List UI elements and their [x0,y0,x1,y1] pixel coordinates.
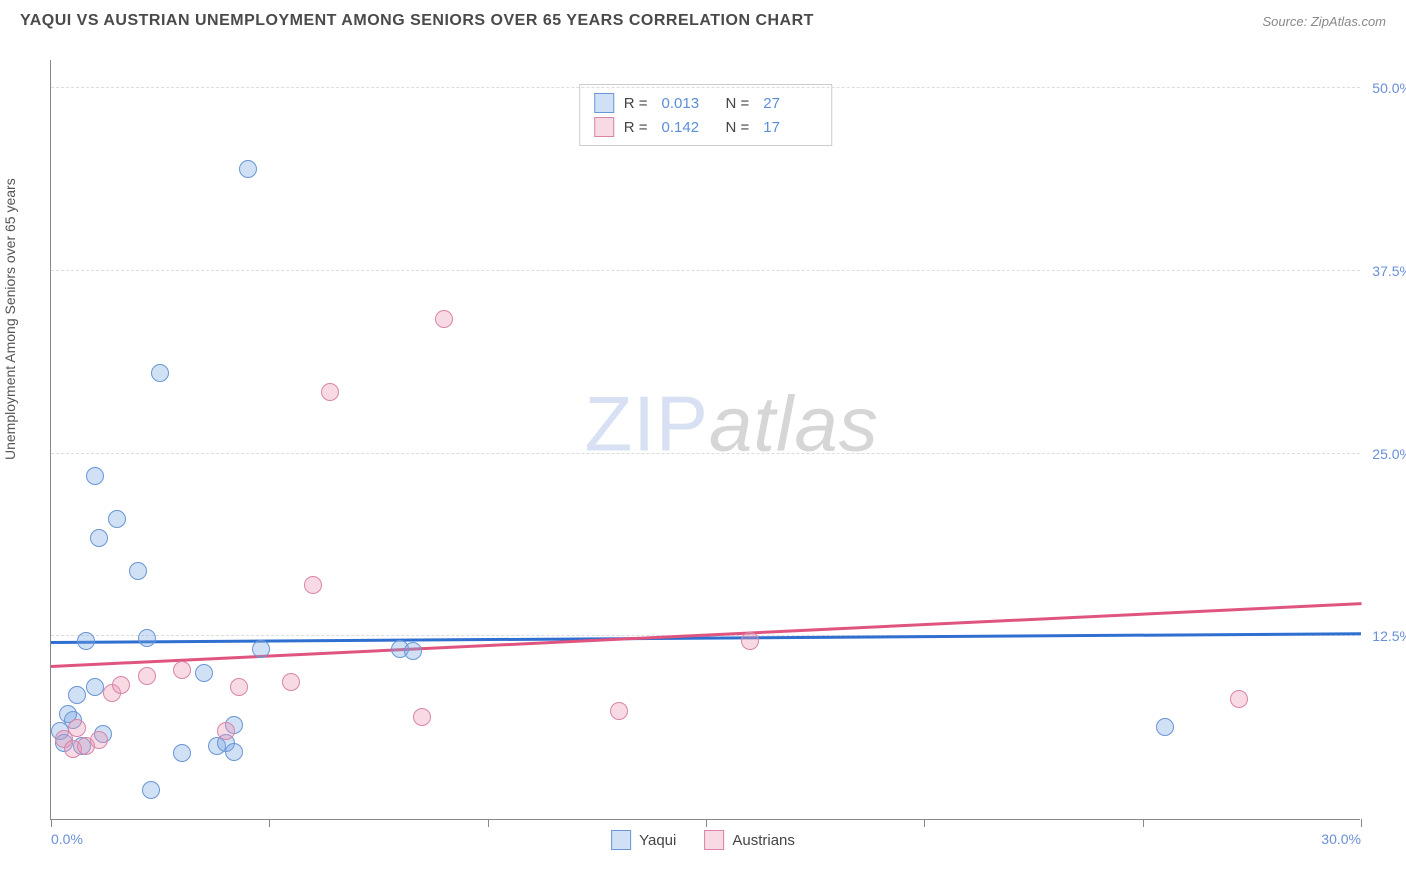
stats-row: R = 0.142 N = 17 [594,115,818,139]
scatter-point [86,467,104,485]
source-label: Source: ZipAtlas.com [1262,14,1386,29]
bottom-legend: Yaqui Austrians [611,830,795,850]
gridline [51,87,1360,88]
legend-label: Yaqui [639,832,676,849]
scatter-point [108,510,126,528]
y-tick-label: 50.0% [1372,80,1406,96]
x-tick-label: 30.0% [1321,831,1361,847]
x-tick [706,819,707,827]
watermark-zip: ZIP [585,380,709,468]
scatter-point [86,678,104,696]
chart-title: YAQUI VS AUSTRIAN UNEMPLOYMENT AMONG SEN… [20,12,814,30]
x-tick [1143,819,1144,827]
scatter-point [230,678,248,696]
stat-r-label: R = [624,95,648,112]
legend-label: Austrians [732,832,795,849]
scatter-point [304,576,322,594]
legend-swatch [704,830,724,850]
x-tick-label: 0.0% [51,831,83,847]
scatter-point [741,632,759,650]
y-axis-label: Unemployment Among Seniors over 65 years [2,178,18,460]
scatter-point [142,781,160,799]
scatter-point [112,676,130,694]
scatter-point [90,731,108,749]
gridline [51,453,1360,454]
scatter-point [404,642,422,660]
scatter-point [1156,718,1174,736]
y-tick-label: 37.5% [1372,263,1406,279]
stat-r-value: 0.142 [662,119,704,136]
scatter-point [138,667,156,685]
stats-row: R = 0.013 N = 27 [594,91,818,115]
scatter-point [239,160,257,178]
scatter-point [610,702,628,720]
scatter-point [138,629,156,647]
stat-r-value: 0.013 [662,95,704,112]
stats-legend-box: R = 0.013 N = 27 R = 0.142 N = 17 [579,84,833,146]
x-tick [488,819,489,827]
scatter-point [68,719,86,737]
series-swatch [594,117,614,137]
watermark-atlas: atlas [709,380,879,468]
scatter-point [282,673,300,691]
scatter-point [413,708,431,726]
scatter-point [77,632,95,650]
series-swatch [594,93,614,113]
y-tick-label: 25.0% [1372,446,1406,462]
scatter-point [1230,690,1248,708]
y-tick-label: 12.5% [1372,628,1406,644]
watermark: ZIPatlas [585,379,879,470]
stat-n-value: 17 [763,119,805,136]
scatter-point [173,661,191,679]
header: YAQUI VS AUSTRIAN UNEMPLOYMENT AMONG SEN… [0,0,1406,38]
scatter-point [68,686,86,704]
scatter-point [217,722,235,740]
x-tick [51,819,52,827]
scatter-point [90,529,108,547]
plot-region: ZIPatlas R =0.013N =27R =0.142N =17 12.5… [50,60,1360,820]
legend-item: Yaqui [611,830,676,850]
stat-n-label: N = [726,95,750,112]
scatter-point [173,744,191,762]
legend-swatch [611,830,631,850]
scatter-point [195,664,213,682]
legend-item: Austrians [704,830,795,850]
stat-n-label: N = [726,119,750,136]
x-tick [924,819,925,827]
scatter-point [225,743,243,761]
x-tick [1361,819,1362,827]
scatter-point [435,310,453,328]
x-tick [269,819,270,827]
chart-area: Unemployment Among Seniors over 65 years… [0,40,1406,860]
gridline [51,270,1360,271]
scatter-point [252,640,270,658]
stat-n-value: 27 [763,95,805,112]
scatter-point [151,364,169,382]
stat-r-label: R = [624,119,648,136]
scatter-point [321,383,339,401]
scatter-point [129,562,147,580]
